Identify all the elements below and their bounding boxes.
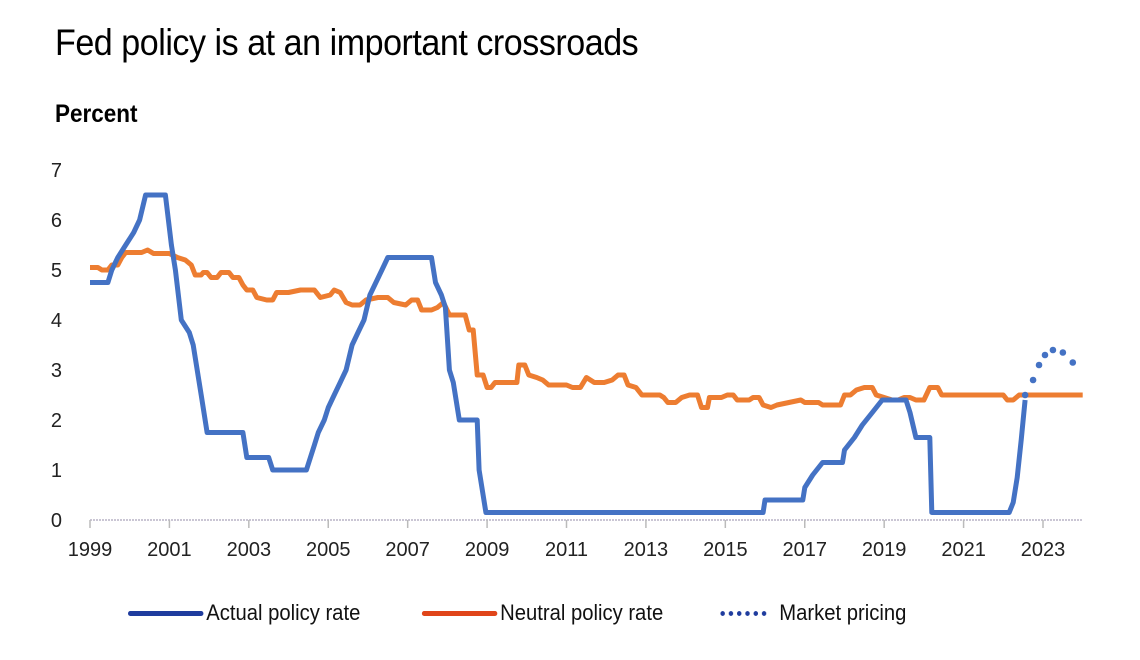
y-axis-unit-label: Percent xyxy=(55,100,138,128)
x-tick-label: 2005 xyxy=(306,539,351,561)
y-tick-label: 3 xyxy=(51,360,62,382)
x-tick-label: 2023 xyxy=(1021,539,1066,561)
legend-item-market-pricing: Market pricing xyxy=(713,600,906,626)
x-tick-label: 1999 xyxy=(68,539,113,561)
series-layer xyxy=(90,192,1083,515)
market-pricing-point xyxy=(1069,359,1077,366)
market-pricing-point xyxy=(1021,391,1029,399)
y-tick-label: 5 xyxy=(51,260,62,282)
legend-label: Actual policy rate xyxy=(206,600,361,625)
x-tick-label: 2013 xyxy=(624,539,669,561)
x-tick-label: 2011 xyxy=(545,539,588,561)
legend-swatch-market xyxy=(718,610,769,616)
y-axis: 0 1 2 3 4 5 6 7 xyxy=(51,160,62,532)
market-pricing-point xyxy=(1059,349,1067,356)
legend-label: Market pricing xyxy=(779,600,907,625)
legend-label: Neutral policy rate xyxy=(499,600,663,625)
x-tick-label: 2007 xyxy=(385,539,430,561)
x-tick-label: 2019 xyxy=(862,539,907,561)
legend-item-actual-policy-rate: Actual policy rate xyxy=(128,600,360,626)
market-pricing-point xyxy=(1029,376,1037,384)
legend-swatch-actual xyxy=(128,610,204,616)
x-tick-label: 2021 xyxy=(941,539,986,561)
legend-item-neutral-policy-rate: Neutral policy rate xyxy=(409,600,663,626)
x-tick-label: 2003 xyxy=(227,539,272,561)
y-tick-label: 1 xyxy=(51,460,62,482)
market-pricing-point xyxy=(1041,351,1049,359)
x-tick-label: 2001 xyxy=(147,539,192,561)
legend: Actual policy rate Neutral policy rate M… xyxy=(128,600,951,626)
y-tick-label: 2 xyxy=(51,410,62,432)
x-tick-label: 2009 xyxy=(465,539,510,561)
series-market-pricing xyxy=(1021,346,1077,399)
series-actual-policy-rate-line xyxy=(90,192,1028,515)
market-pricing-point xyxy=(1035,361,1043,369)
y-tick-label: 7 xyxy=(51,160,62,182)
x-tick-label: 2017 xyxy=(783,539,828,561)
y-tick-label: 6 xyxy=(51,210,62,232)
series-neutral-policy-rate-line xyxy=(90,247,1083,410)
legend-swatch-neutral xyxy=(421,610,497,616)
y-tick-label: 4 xyxy=(51,310,62,332)
chart-title: Fed policy is at an important crossroads xyxy=(55,22,639,63)
y-tick-label: 0 xyxy=(51,510,62,532)
x-tick-label: 2015 xyxy=(703,539,748,561)
market-pricing-point xyxy=(1049,346,1057,354)
x-axis: 1999 2001 2003 2005 2007 2009 2011 2013 2015 2017… xyxy=(68,519,1083,561)
